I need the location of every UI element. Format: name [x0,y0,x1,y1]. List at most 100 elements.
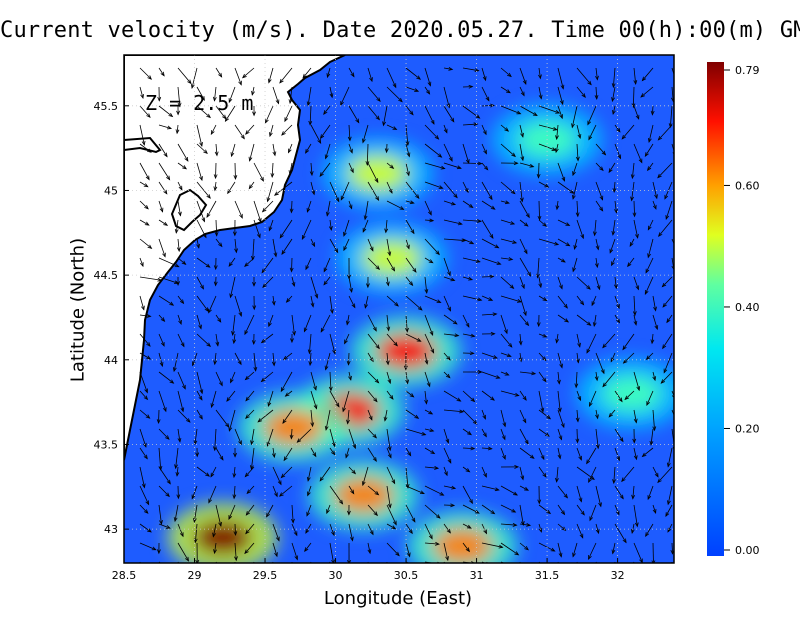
arrow-head [611,549,616,555]
velocity-arrow [386,371,391,384]
arrow-head [199,141,203,147]
velocity-arrow [633,314,637,325]
velocity-arrow [245,390,255,401]
arrow-head [578,571,581,575]
velocity-arrow [158,276,179,284]
arrow-head [468,203,474,209]
arrow-head [291,518,295,524]
arrow-head [485,96,490,102]
arrow-head [488,297,494,301]
velocity-arrow [301,219,312,240]
arrow-head [608,168,613,174]
arrow-head [174,263,180,268]
velocity-arrow [572,162,578,176]
arrow-head [448,156,453,162]
arrow-head [288,148,292,154]
arrow-head [387,446,392,452]
velocity-arrow [191,485,198,499]
arrow-head [657,173,662,179]
velocity-arrow [481,124,487,135]
x-tick-label: 32 [611,569,625,582]
arrow-head [245,130,250,135]
arrow-head [670,580,673,584]
arrow-head [256,233,261,239]
velocity-arrow [362,466,369,486]
velocity-arrow [177,390,184,412]
arrow-head [288,170,293,176]
arrow-head [213,186,218,192]
velocity-arrow [651,333,654,344]
velocity-arrow [481,200,496,210]
velocity-arrow [176,466,179,476]
velocity-arrow [291,542,298,560]
velocity-arrow [310,238,315,247]
velocity-arrow [614,314,620,323]
arrow-head [663,368,668,374]
velocity-arrow [519,428,529,445]
x-tick-label: 30 [329,569,343,582]
velocity-arrow [272,86,279,104]
velocity-arrow [306,504,312,516]
arrow-head [595,245,600,251]
velocity-arrow [251,447,255,470]
arrow-head [406,171,410,177]
arrow-head [450,117,455,123]
velocity-arrow [177,181,183,190]
arrow-head [203,149,208,155]
velocity-arrow [640,86,654,98]
arrow-head [540,455,545,461]
arrow-head [520,132,524,138]
velocity-arrow [139,86,144,99]
arrow-head [232,494,237,500]
arrow-head [312,452,317,458]
arrow-head [328,386,333,392]
velocity-arrow [614,124,621,133]
velocity-arrow [210,466,217,477]
velocity-arrow [424,143,442,158]
velocity-arrow [612,86,616,102]
velocity-arrow [158,105,173,117]
arrow-head [578,455,582,461]
velocity-arrow [386,542,400,556]
velocity-arrow [307,466,312,481]
arrow-head [477,370,483,374]
arrow-head [166,175,171,181]
velocity-arrow [519,105,538,116]
arrow-head [335,402,340,408]
velocity-arrow [386,314,390,331]
arrow-head [502,422,507,428]
arrow-head [160,317,166,322]
velocity-arrow [329,485,343,505]
velocity-arrow [462,409,478,425]
arrow-head [237,360,242,366]
arrow-head [144,221,150,226]
arrow-head [525,213,530,219]
velocity-arrow [310,371,317,390]
velocity-arrow [233,466,236,478]
arrow-head [251,90,255,96]
velocity-arrow [519,67,527,85]
arrow-head [598,502,602,508]
arrow-head [575,438,580,444]
velocity-arrow [443,352,451,361]
velocity-arrow [500,276,514,289]
velocity-arrow [538,295,547,301]
arrow-head [313,404,318,410]
velocity-arrow [214,428,217,451]
arrow-head [198,414,203,420]
arrow-head [190,83,195,89]
arrow-head [590,475,595,480]
velocity-arrow [576,428,578,443]
arrow-head [538,94,543,100]
velocity-arrow [462,143,470,164]
arrow-head [540,407,545,413]
arrow-head [384,228,389,234]
velocity-arrow [588,542,597,560]
arrow-head [473,122,479,127]
velocity-arrow [158,181,168,195]
velocity-arrow [173,352,179,372]
arrow-head [268,322,272,328]
arrow-head [555,477,559,483]
velocity-arrow [519,371,536,375]
velocity-arrow [557,542,562,557]
